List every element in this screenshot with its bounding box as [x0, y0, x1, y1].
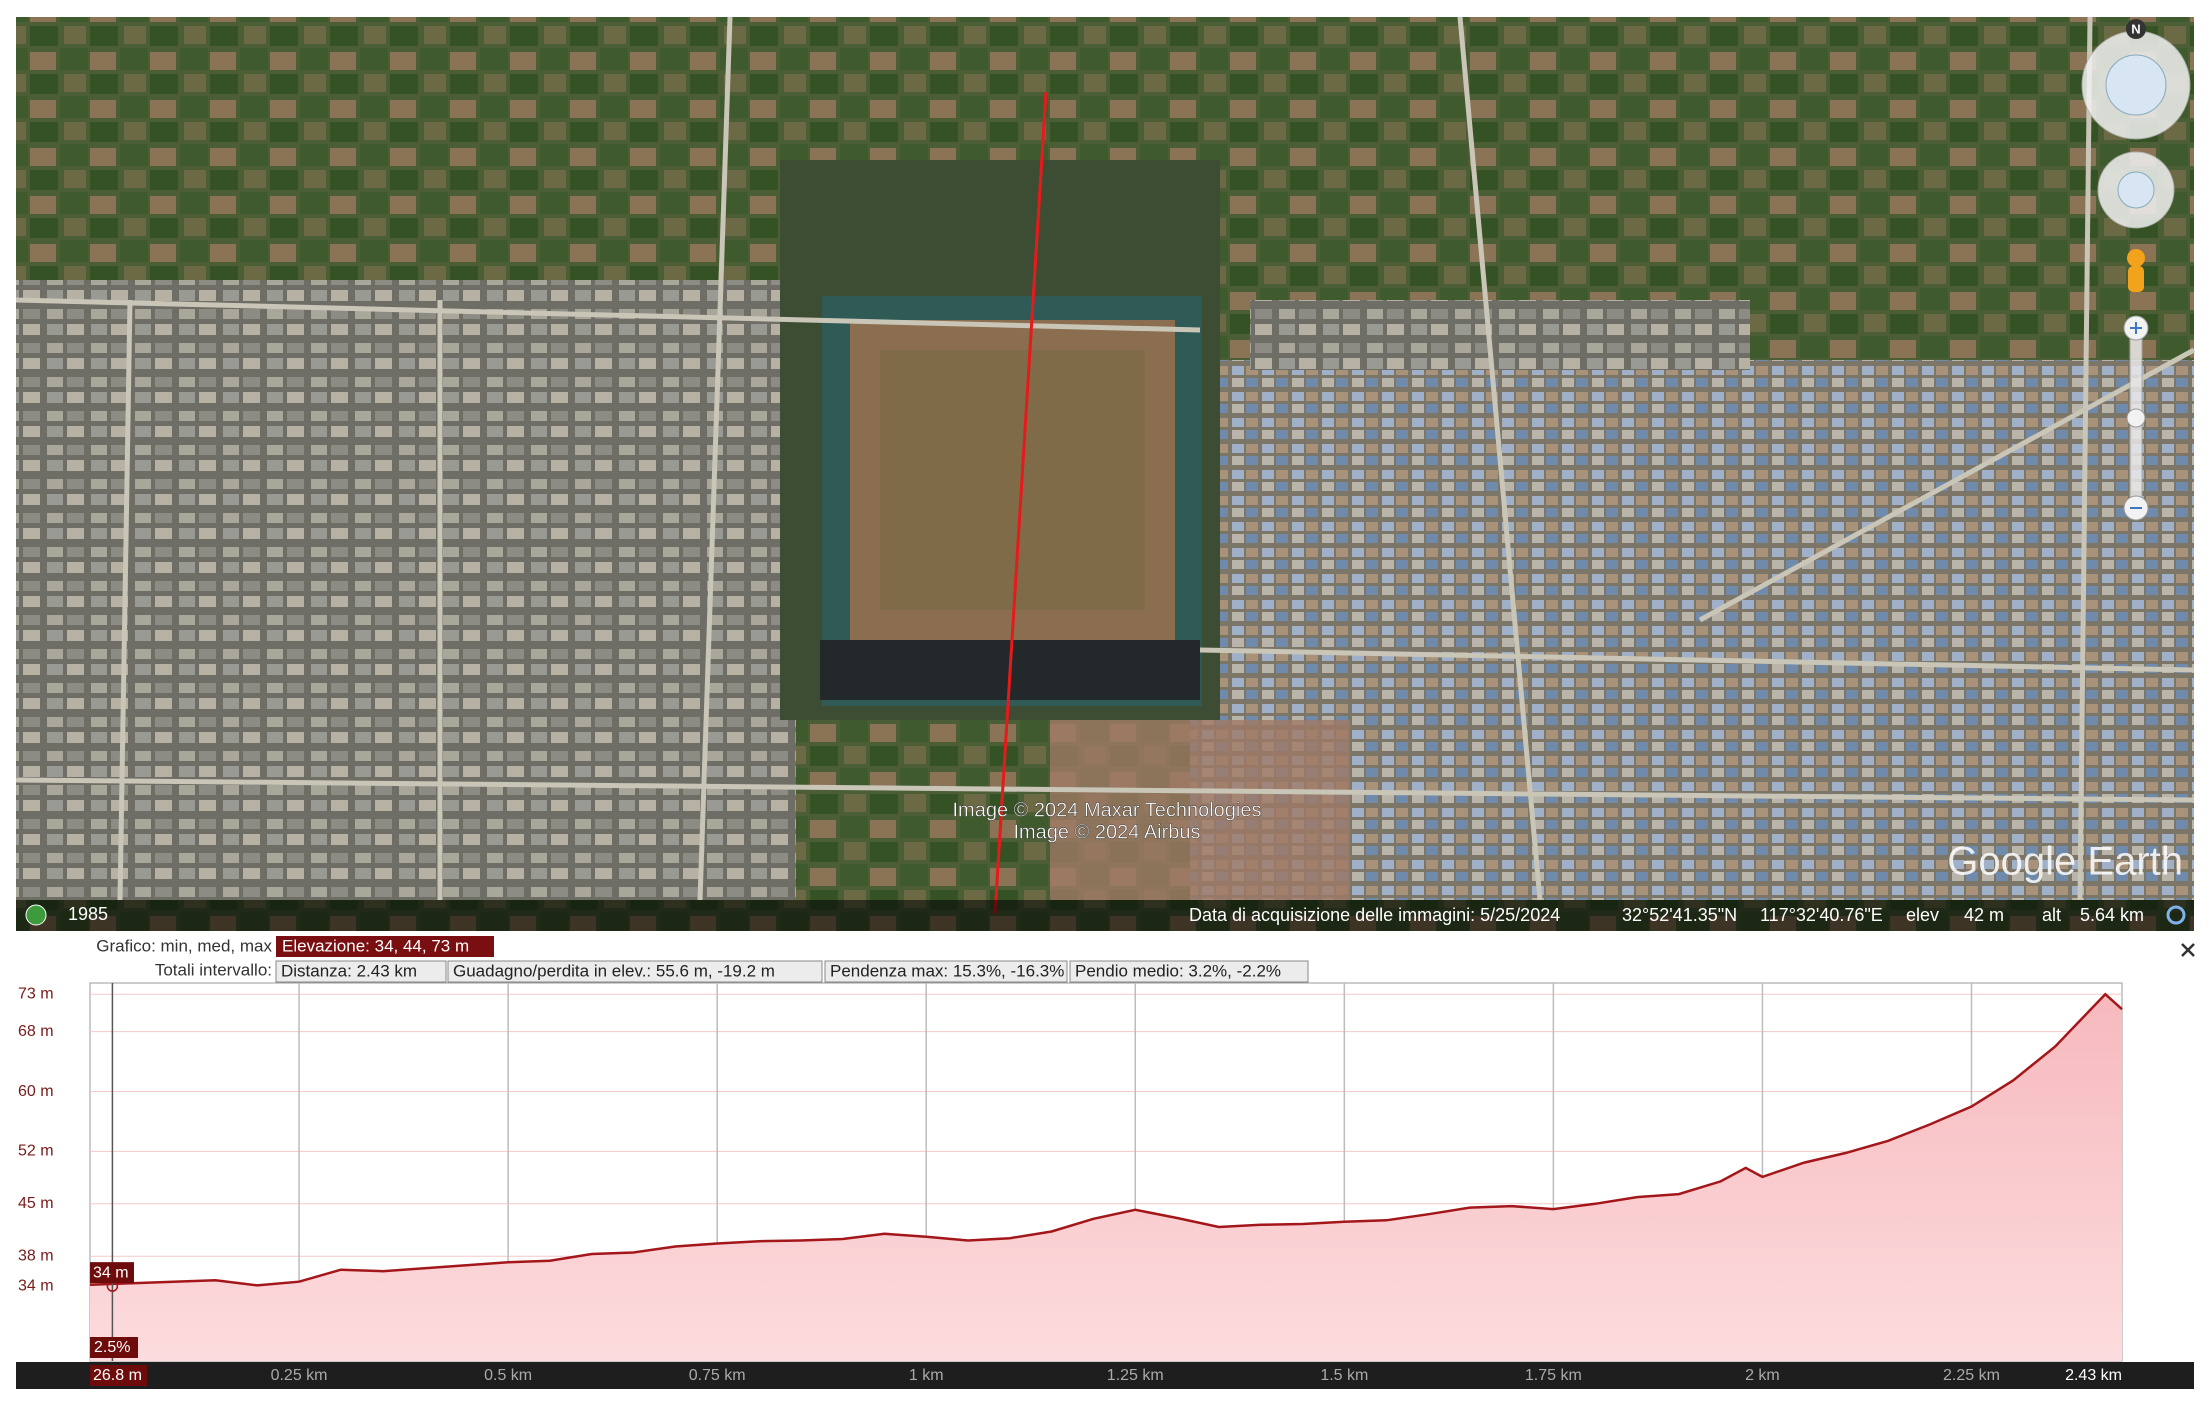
x-tick-label: 1 km — [909, 1367, 944, 1384]
cursor-label-box — [90, 1365, 147, 1386]
city-east — [1190, 360, 2194, 900]
y-tick-label: 45 m — [18, 1195, 54, 1212]
status-elev: 42 m — [1964, 905, 2004, 925]
cursor-label-box — [90, 1262, 134, 1284]
header-elevation: Elevazione: 34, 44, 73 m — [282, 936, 469, 955]
status-alt: 5.64 km — [2080, 905, 2144, 925]
x-tick-label: 1.25 km — [1107, 1367, 1164, 1384]
x-tick-label: 2.25 km — [1943, 1367, 2000, 1384]
x-tick-label: 0.25 km — [271, 1367, 328, 1384]
move-center[interactable] — [2117, 171, 2155, 209]
header-max-slope: Pendenza max: 15.3%, -16.3% — [830, 961, 1064, 980]
status-bar: 1985 Data di acquisizione delle immagini… — [16, 900, 2194, 931]
roads — [15, 16, 2196, 901]
y-tick-label: 34 m — [18, 1277, 54, 1294]
x-tick-label: 0.75 km — [689, 1367, 746, 1384]
status-background — [16, 900, 2194, 931]
y-tick-label: 52 m — [18, 1143, 54, 1160]
compass-north: N — [2131, 21, 2140, 36]
city-west — [16, 280, 796, 900]
city-north-east — [1250, 300, 1750, 370]
history-icon[interactable] — [25, 904, 47, 926]
y-tick-label: 38 m — [18, 1247, 54, 1264]
satellite-map[interactable]: Image © 2024 Maxar Technologies Image © … — [15, 16, 2196, 931]
loading-indicator — [2166, 905, 2186, 925]
cursor-slope: 2.5% — [94, 1339, 130, 1356]
cursor-elevation: 34 m — [93, 1264, 129, 1281]
navigation-controls: N — [2081, 19, 2191, 521]
attribution: Image © 2024 Maxar Technologies — [953, 799, 1262, 821]
close-button[interactable] — [2181, 943, 2195, 957]
compass-badge — [2126, 19, 2146, 39]
look-center[interactable] — [2105, 54, 2167, 116]
status-elev-label: elev — [1906, 905, 1939, 925]
pegman-head[interactable] — [2127, 249, 2145, 267]
header-gain-loss: Guadagno/perdita in elev.: 55.6 m, -19.2… — [453, 961, 775, 980]
x-tick-label: 1.75 km — [1525, 1367, 1582, 1384]
header-box — [447, 960, 823, 983]
cursor-distance: 26.8 m — [93, 1367, 142, 1384]
header-distance: Distanza: 2.43 km — [281, 961, 417, 980]
x-axis-strip — [16, 1362, 2194, 1389]
header-box — [275, 960, 447, 983]
elevation-line — [89, 992, 2123, 1287]
x-tick-label: 2.43 km — [2065, 1367, 2122, 1384]
status-lon: 117°32'40.76"E — [1760, 905, 1883, 925]
elevation-area — [90, 994, 2122, 1361]
status-acquisition: Data di acquisizione delle immagini: 5/2… — [1189, 905, 1560, 925]
zoom-handle[interactable] — [2126, 408, 2146, 428]
x-tick-label: 0.5 km — [484, 1367, 532, 1384]
pegman-body[interactable] — [2128, 266, 2144, 292]
y-tick-label: 73 m — [18, 985, 54, 1002]
status-lat: 32°52'41.35"N — [1622, 905, 1737, 925]
attribution: Image © 2024 Airbus — [1013, 821, 1200, 843]
header-box — [824, 960, 1068, 983]
status-alt-label: alt — [2042, 905, 2061, 925]
village — [1050, 720, 1350, 900]
x-tick-label: 2 km — [1745, 1367, 1780, 1384]
header-label: Totali intervallo: — [155, 960, 272, 979]
header-box — [276, 936, 494, 957]
cursor-label-box — [90, 1337, 138, 1358]
x-tick-label: 1.5 km — [1320, 1367, 1368, 1384]
site-interior — [880, 350, 1145, 610]
brand-logo: Google Earth — [1947, 840, 2183, 884]
close-icon — [2181, 943, 2195, 957]
header-avg-slope: Pendio medio: 3.2%, -2.2% — [1075, 961, 1281, 980]
profile-path — [993, 91, 1048, 915]
y-tick-label: 68 m — [18, 1023, 54, 1040]
status-year: 1985 — [68, 904, 108, 924]
y-tick-label: 60 m — [18, 1083, 54, 1100]
elevation-chart[interactable]: 34 m 38 m 45 m 52 m 60 m 68 m 73 m 0.25 km 0.5 k… — [18, 982, 2123, 1386]
header-box — [1069, 960, 1309, 983]
header-label: Grafico: min, med, max — [96, 936, 272, 955]
